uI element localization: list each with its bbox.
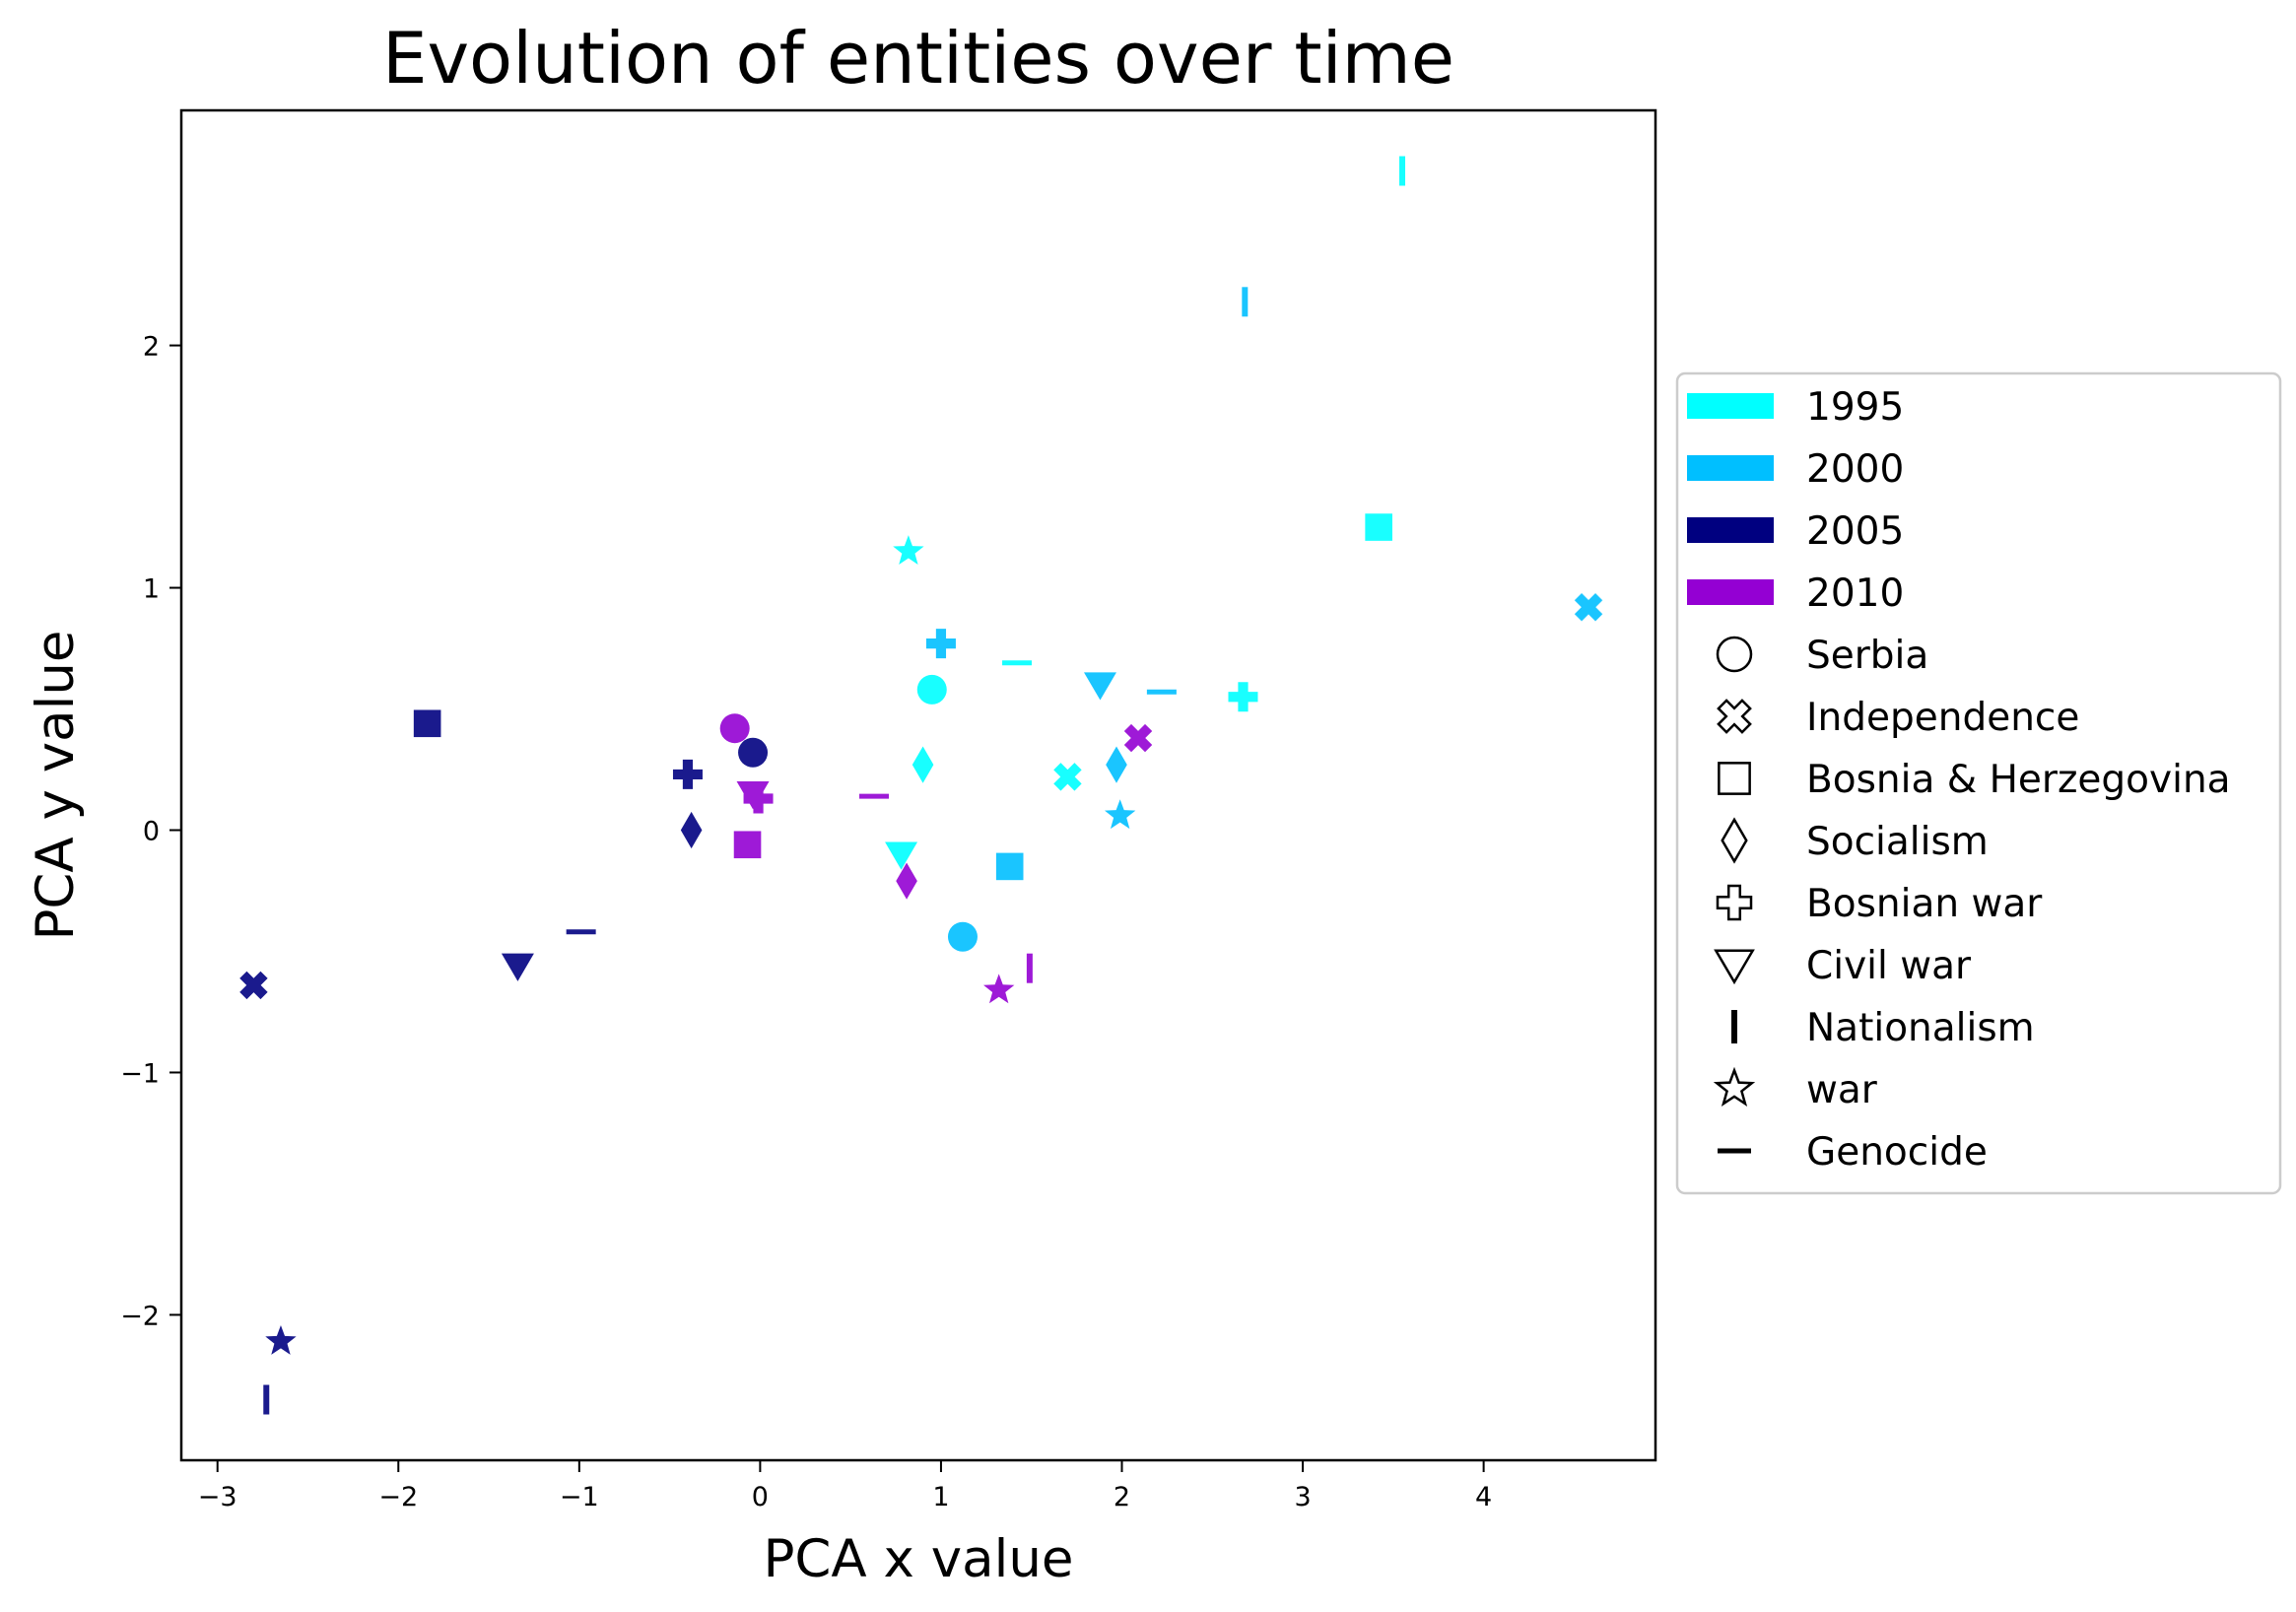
legend-swatch-2000: [1687, 455, 1774, 481]
legend-label-genocide: Genocide: [1806, 1130, 1988, 1175]
data-point-civil-war-2005: [501, 953, 534, 981]
legend-marker-independence: [1717, 699, 1752, 734]
data-point-war-2005: [265, 1324, 297, 1355]
data-point-bosnia-herzegovina-2005: [413, 709, 441, 738]
y-tick-label: 2: [143, 332, 160, 363]
data-point-bosnian-war-2005: [672, 759, 703, 789]
data-point-civil-war-2000: [1083, 672, 1116, 701]
x-tick-label: 0: [752, 1482, 769, 1512]
legend-label-civil-war: Civil war: [1806, 944, 1972, 988]
y-tick-label: 0: [143, 817, 160, 847]
legend-label-1995: 1995: [1806, 385, 1904, 430]
legend-label-war: war: [1806, 1068, 1878, 1112]
axis-ticks: −3 −2 −1 0 1 2 3 4 −2 −1 0 1 2: [120, 332, 1492, 1512]
data-point-war-2010: [982, 974, 1015, 1004]
legend-marker-bosnia-herzegovina: [1718, 762, 1751, 795]
legend-swatch-2010: [1687, 579, 1774, 605]
data-point-serbia-2005: [738, 737, 769, 768]
x-tick-label: 4: [1475, 1482, 1492, 1512]
x-tick-label: −1: [560, 1482, 599, 1512]
data-point-civil-war-2010: [736, 781, 770, 810]
data-point-civil-war-1995: [885, 841, 918, 870]
data-point-independence-2010: [1123, 723, 1153, 753]
plot-area: [179, 108, 1657, 1462]
legend-marker-war: [1713, 1066, 1756, 1108]
legend-label-bosnia-herzegovina: Bosnia & Herzegovina: [1806, 758, 2231, 802]
series-1995: [885, 156, 1406, 870]
data-point-serbia-1995: [916, 674, 947, 705]
y-axis-label: PCA y value: [26, 630, 86, 940]
legend-swatch-1995: [1687, 393, 1774, 419]
data-point-independence-2000: [1574, 593, 1603, 622]
data-point-war-2000: [1104, 799, 1136, 830]
data-point-bosnia-herzegovina-2000: [995, 852, 1024, 881]
y-tick-label: 1: [143, 574, 160, 605]
data-point-socialism-1995: [912, 746, 934, 783]
x-tick-label: 1: [932, 1482, 949, 1512]
legend-marker-civil-war: [1714, 949, 1755, 985]
data-point-socialism-2000: [1106, 746, 1127, 783]
x-tick-label: −3: [198, 1482, 237, 1512]
data-point-bosnian-war-1995: [1228, 682, 1258, 712]
legend: 1995 2000 2005 2010 Serbia Independence Bosnia…: [1675, 371, 2282, 1195]
data-point-bosnian-war-2000: [925, 629, 956, 659]
chart-title: Evolution of entities over time: [382, 17, 1454, 100]
y-tick-label: −2: [120, 1301, 160, 1331]
x-axis-label: PCA x value: [763, 1529, 1073, 1589]
legend-marker-serbia: [1716, 636, 1753, 673]
data-point-socialism-2005: [680, 811, 703, 849]
series-2000: [925, 287, 1603, 952]
legend-marker-bosnian-war: [1716, 884, 1753, 921]
data-point-bosnia-herzegovina-1995: [1365, 513, 1392, 541]
data-point-serbia-2000: [947, 921, 978, 952]
legend-label-bosnian-war: Bosnian war: [1806, 882, 2043, 926]
series-2005: [239, 709, 769, 1415]
legend-label-socialism: Socialism: [1806, 820, 1989, 864]
data-point-serbia-2010: [719, 713, 750, 744]
data-point-independence-1995: [1053, 763, 1082, 791]
y-tick-label: −1: [120, 1058, 160, 1089]
legend-label-serbia: Serbia: [1806, 634, 1928, 678]
legend-label-independence: Independence: [1806, 696, 2079, 740]
series-2010: [719, 713, 1153, 1004]
x-tick-label: −2: [378, 1482, 418, 1512]
legend-frame: [1675, 371, 2282, 1195]
legend-label-2000: 2000: [1806, 447, 1904, 492]
x-tick-label: 3: [1294, 1482, 1311, 1512]
data-point-bosnia-herzegovina-2010: [733, 831, 762, 859]
legend-label-2005: 2005: [1806, 509, 1904, 554]
legend-label-nationalism: Nationalism: [1806, 1006, 2035, 1050]
legend-label-2010: 2010: [1806, 571, 1904, 616]
legend-swatch-2005: [1687, 517, 1774, 543]
x-tick-label: 2: [1114, 1482, 1130, 1512]
data-point-socialism-2010: [896, 862, 917, 900]
data-point-war-1995: [893, 535, 924, 565]
data-point-independence-2005: [239, 971, 268, 1000]
data-points: [239, 156, 1603, 1415]
legend-marker-socialism: [1721, 817, 1748, 864]
